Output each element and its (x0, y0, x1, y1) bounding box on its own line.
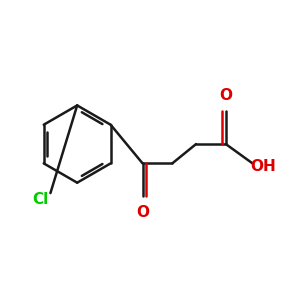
Text: OH: OH (250, 159, 276, 174)
Text: Cl: Cl (32, 191, 48, 206)
Text: O: O (136, 205, 149, 220)
Text: O: O (219, 88, 232, 103)
